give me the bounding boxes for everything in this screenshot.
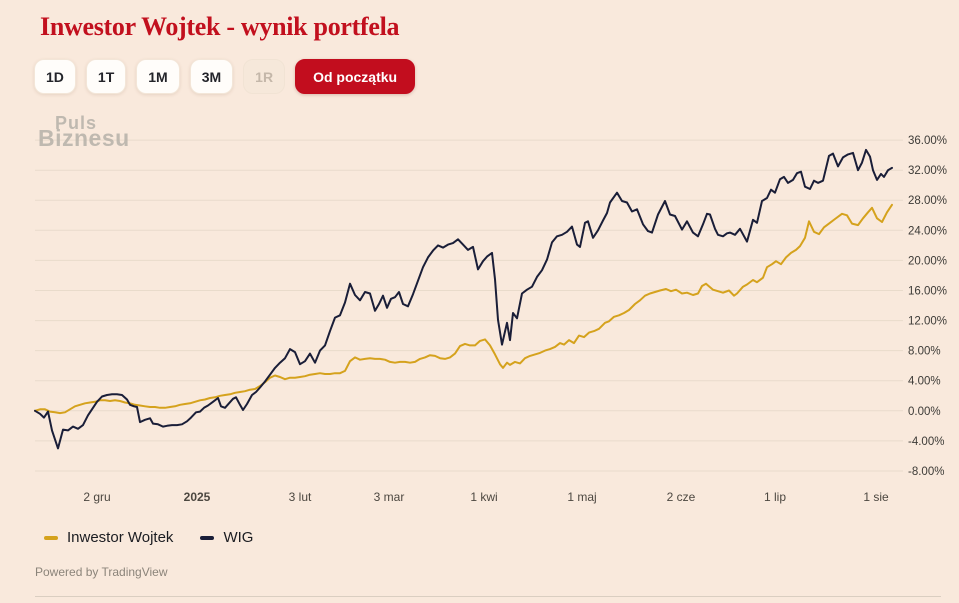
range-button-1t[interactable]: 1T: [85, 59, 127, 94]
range-button-od-poczatku[interactable]: Od początku: [295, 59, 416, 94]
range-button-1r: 1R: [243, 59, 286, 94]
y-axis-label: 28.00%: [908, 195, 947, 207]
y-axis-label: -4.00%: [908, 436, 944, 448]
series-line-wig: [34, 148, 893, 450]
y-axis-label: 20.00%: [908, 255, 947, 267]
y-axis-label: 8.00%: [908, 346, 941, 358]
y-axis-label: 0.00%: [908, 406, 941, 418]
range-button-1d[interactable]: 1D: [34, 59, 76, 94]
range-button-3m[interactable]: 3M: [189, 59, 234, 94]
range-selector: 1D 1T 1M 3M 1R Od początku: [34, 59, 416, 94]
chart-legend: Inwestor Wojtek WIG: [44, 529, 253, 546]
legend-swatch-inwestor-wojtek: [44, 535, 58, 540]
y-axis-label: 12.00%: [908, 316, 947, 328]
x-axis-label: 3 mar: [374, 490, 405, 504]
x-axis-label: 1 lip: [764, 490, 786, 504]
y-axis-label: -8.00%: [908, 466, 944, 478]
y-axis-label: 36.00%: [908, 135, 947, 147]
page-title: Inwestor Wojtek - wynik portfela: [40, 12, 400, 41]
legend-swatch-wig: [200, 535, 215, 540]
legend-item-wig: WIG: [200, 529, 253, 546]
range-button-1m[interactable]: 1M: [136, 59, 180, 94]
y-axis-label: 4.00%: [908, 376, 941, 388]
legend-label: WIG: [223, 529, 254, 546]
x-axis-label: 3 lut: [289, 490, 312, 504]
x-axis-label: 1 sie: [863, 490, 889, 504]
y-axis-label: 24.00%: [908, 225, 947, 237]
x-axis-label: 2025: [184, 490, 211, 504]
tradingview-attribution[interactable]: Powered by TradingView: [35, 565, 168, 579]
x-axis-label: 2 gru: [83, 490, 110, 504]
y-axis-label: 16.00%: [908, 286, 947, 298]
legend-label: Inwestor Wojtek: [67, 529, 174, 546]
y-axis-label: 32.00%: [908, 165, 947, 177]
x-axis-label: 2 cze: [667, 490, 696, 504]
bottom-divider: [35, 596, 941, 597]
x-axis-label: 1 kwi: [470, 490, 497, 504]
series-line-inwestor-wojtek: [34, 203, 893, 415]
legend-item-inwestor-wojtek: Inwestor Wojtek: [44, 529, 173, 546]
x-axis-label: 1 maj: [567, 490, 596, 504]
